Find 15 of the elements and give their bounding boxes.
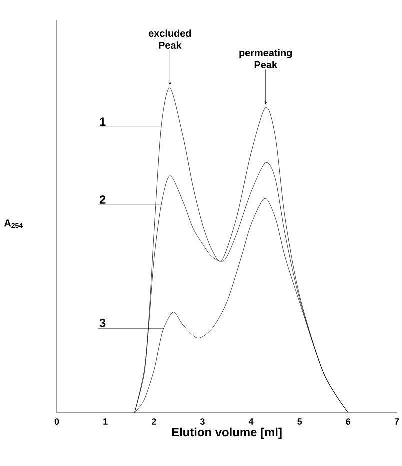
text: 1 — [100, 118, 106, 126]
text: 3 — [100, 318, 106, 328]
x-tick-label: 1 — [104, 418, 108, 425]
x-tick-label: 5 — [298, 418, 302, 425]
x-tick-label: 3 — [200, 418, 205, 425]
x-tick-label: 2 — [152, 418, 156, 425]
x-tick-label: 7 — [394, 418, 400, 425]
x-tick-label: 0 — [54, 418, 60, 425]
annotation: permeating Peak — [240, 49, 292, 68]
annotation: excluded Peak — [148, 30, 192, 49]
x-axis-title: Elution volume [ml] — [172, 428, 282, 439]
text: 2 — [100, 196, 106, 204]
y-axis-title: A$_{254}$ — [4, 220, 23, 228]
x-tick-label: 4 — [248, 418, 254, 425]
x-tick-label: 6 — [346, 418, 351, 425]
